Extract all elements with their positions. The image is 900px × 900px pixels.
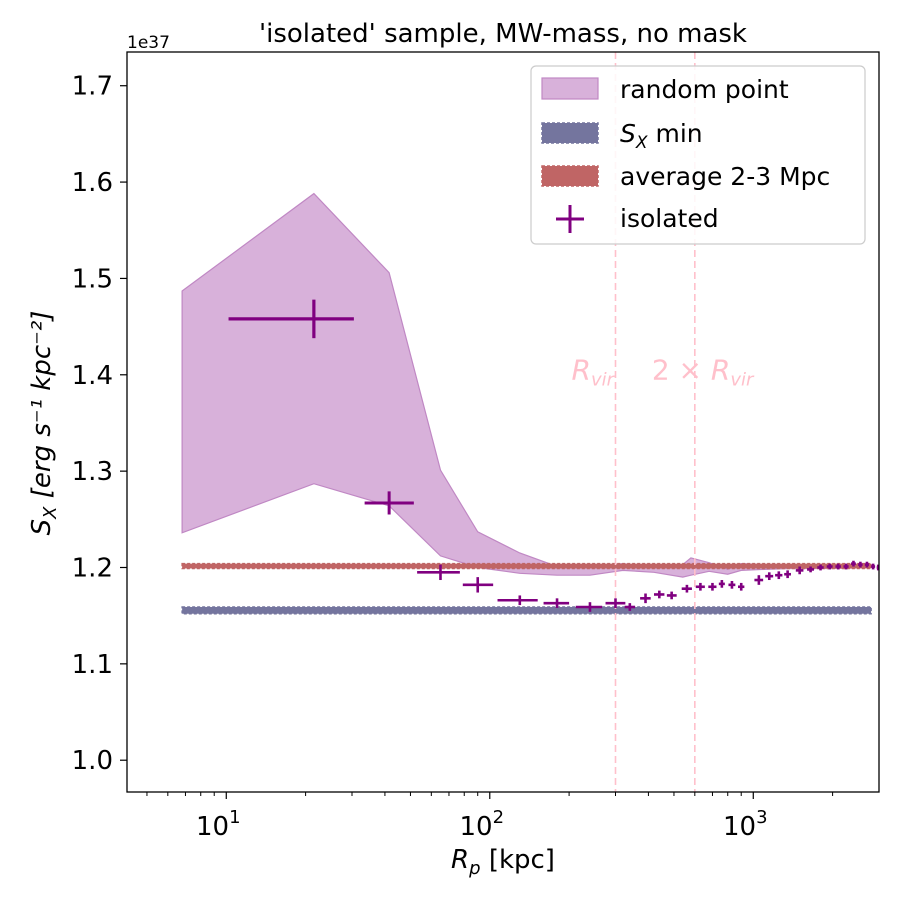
legend-sx-min-symbol: S xyxy=(620,119,636,148)
isolated-point-16 xyxy=(718,580,725,588)
x-tick-label: 103 xyxy=(723,807,768,842)
isolated-point-17 xyxy=(728,580,736,589)
isolated-point-4 xyxy=(462,577,494,593)
y-tick-label: 1.5 xyxy=(72,264,113,294)
y-tick-label: 1.6 xyxy=(72,168,113,198)
isolated-point-15 xyxy=(708,582,717,591)
isolated-point-14 xyxy=(695,582,705,591)
y-tick-label: 1.3 xyxy=(72,457,113,487)
legend-sx-min-label: SX min xyxy=(620,119,703,153)
x-tick-exponent: 3 xyxy=(756,807,767,828)
isolated-point-25 xyxy=(817,564,824,571)
isolated-point-7 xyxy=(575,602,603,612)
plot-clipped-group xyxy=(181,52,879,792)
y-offset-text: 1e37 xyxy=(127,33,170,53)
y-axis-title: SX [erg s⁻¹ kpc⁻²] xyxy=(27,311,61,536)
isolated-point-24 xyxy=(807,566,815,573)
isolated-point-27 xyxy=(835,563,841,570)
legend-average-swatch xyxy=(541,165,599,187)
legend-sx-min-swatch xyxy=(541,122,599,144)
axes-frame xyxy=(126,51,880,793)
sx-min-band xyxy=(181,606,872,615)
isolated-point-1 xyxy=(228,299,354,339)
y-tick-label: 1.0 xyxy=(72,746,113,776)
vline-label-symbol: R xyxy=(571,354,590,387)
legend-random-point-label: random point xyxy=(620,75,789,104)
isolated-point-5 xyxy=(497,595,538,606)
isolated-point-12 xyxy=(666,591,677,600)
chart-title: 'isolated' sample, MW-mass, no mask xyxy=(259,19,747,49)
isolated-point-21 xyxy=(775,571,783,580)
isolated-point-20 xyxy=(765,572,774,581)
vline-label-subscript: vir xyxy=(591,370,616,391)
isolated-point-11 xyxy=(654,590,665,599)
x-axis-symbol: R xyxy=(451,845,469,875)
isolated-point-31 xyxy=(864,561,870,568)
vline-label-subscript: vir xyxy=(730,370,755,391)
isolated-point-8 xyxy=(605,598,626,608)
vline-label-2: 2 × Rvir xyxy=(652,354,755,391)
y-tick-label: 1.1 xyxy=(72,650,113,680)
isolated-point-10 xyxy=(640,593,651,604)
isolated-point-23 xyxy=(795,566,804,575)
isolated-point-19 xyxy=(754,575,764,585)
isolated-point-6 xyxy=(543,598,570,608)
legend-isolated-label: isolated xyxy=(620,204,719,233)
x-tick-label: 101 xyxy=(196,807,241,842)
legend: random point SX min average 2-3 Mpc isol… xyxy=(530,65,866,245)
average-2-3-mpc-band xyxy=(181,562,872,570)
isolated-point-32 xyxy=(871,563,876,570)
y-axis-space xyxy=(27,498,57,506)
vline-label-symbol: R xyxy=(711,354,730,387)
isolated-point-2 xyxy=(364,491,414,515)
vline-label-1: Rvir xyxy=(571,354,615,391)
isolated-point-28 xyxy=(843,563,849,570)
legend-frame xyxy=(530,65,866,245)
x-tick-base: 10 xyxy=(723,812,756,842)
y-tick-label: 1.7 xyxy=(72,72,113,102)
x-tick-base: 10 xyxy=(460,812,493,842)
isolated-point-9 xyxy=(624,603,636,611)
vline-label-prefix: 2 × xyxy=(652,354,711,387)
y-tick-label: 1.2 xyxy=(72,553,113,583)
x-tick-label: 102 xyxy=(460,807,505,842)
legend-average-label: average 2-3 Mpc xyxy=(620,162,830,191)
y-axis-subscript: X xyxy=(40,506,61,520)
isolated-point-18 xyxy=(737,582,745,591)
legend-sx-min-rest: min xyxy=(648,119,703,148)
x-axis-subscript: p xyxy=(468,858,480,879)
x-tick-exponent: 2 xyxy=(493,807,504,828)
legend-random-point-swatch xyxy=(541,77,599,100)
isolated-point-30 xyxy=(858,561,863,568)
y-tick-label: 1.4 xyxy=(72,361,113,391)
isolated-point-22 xyxy=(784,570,791,579)
isolated-point-3 xyxy=(417,564,460,581)
x-tick-exponent: 1 xyxy=(229,807,240,828)
isolated-point-26 xyxy=(826,563,833,570)
x-axis-unit: [kpc] xyxy=(489,845,555,875)
legend-isolated-marker xyxy=(556,205,584,233)
y-axis-unit: [erg s⁻¹ kpc⁻²] xyxy=(27,311,57,499)
x-axis-space xyxy=(481,845,489,875)
legend-sx-min-subscript: X xyxy=(635,133,648,153)
isolated-point-29 xyxy=(851,560,856,567)
random-point-band xyxy=(181,192,872,578)
x-axis-title: Rp [kpc] xyxy=(451,845,555,879)
x-tick-base: 10 xyxy=(196,812,229,842)
y-axis-symbol: S xyxy=(27,519,57,536)
isolated-point-13 xyxy=(681,584,692,593)
